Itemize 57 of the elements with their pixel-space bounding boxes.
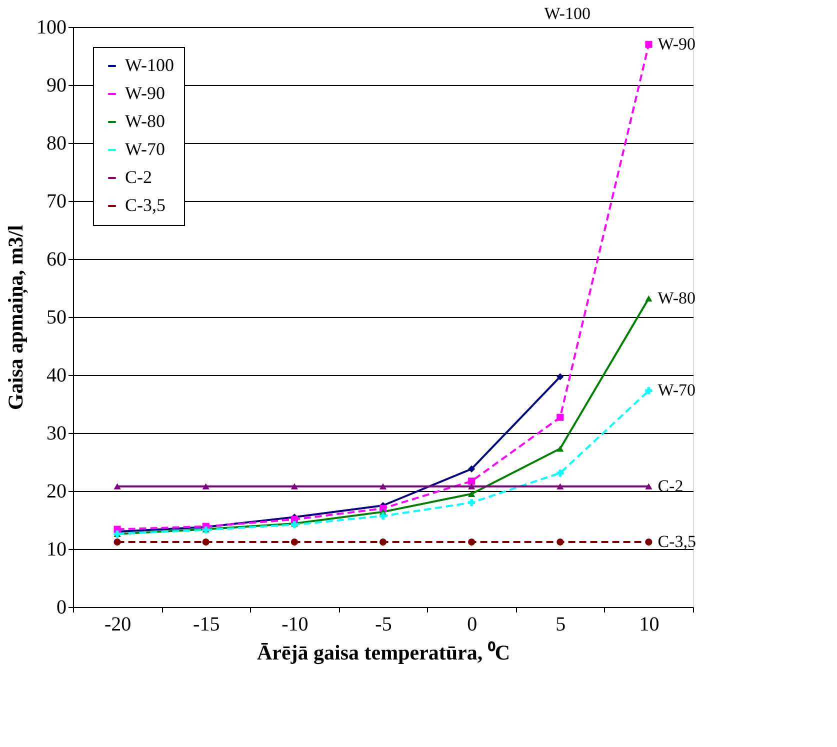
- y-tick-label: 0: [56, 596, 66, 618]
- point: [645, 295, 652, 302]
- x-axis-title: Ārējā gaisa temperatūra, ⁰C: [256, 640, 510, 664]
- legend-label: W-90: [125, 83, 165, 103]
- legend-label: W-80: [125, 111, 165, 131]
- x-tick-label: 0: [467, 614, 478, 636]
- point: [379, 483, 387, 490]
- y-tick-label: 30: [46, 422, 66, 444]
- x-tick-label: -5: [375, 614, 392, 636]
- y-tick-label: 50: [46, 306, 66, 328]
- legend-label: W-100: [125, 55, 174, 75]
- annotation: W-80: [658, 288, 696, 308]
- point: [468, 499, 476, 506]
- legend-label: W-70: [125, 139, 165, 159]
- y-tick-label: 100: [36, 16, 66, 38]
- point: [290, 483, 298, 490]
- point: [645, 483, 652, 490]
- legend-label: C-2: [125, 167, 152, 187]
- point: [645, 40, 652, 48]
- point: [468, 538, 476, 546]
- point: [645, 538, 652, 546]
- x-tick-label: 5: [556, 614, 566, 636]
- x-tick-label: 10: [639, 614, 660, 636]
- point: [556, 538, 564, 546]
- legend-label: C-3,5: [125, 195, 166, 215]
- y-tick-label: 40: [46, 364, 66, 386]
- point: [379, 538, 387, 546]
- point: [114, 483, 121, 490]
- x-tick-label: -20: [104, 614, 132, 636]
- y-tick-label: 70: [46, 190, 66, 212]
- y-tick-label: 80: [46, 132, 66, 154]
- point: [468, 478, 476, 485]
- point: [556, 414, 564, 421]
- point: [645, 387, 652, 394]
- y-axis-title: Gaisa apmaiņa, m3/l: [4, 224, 28, 410]
- point: [468, 465, 476, 472]
- point: [114, 538, 121, 546]
- point: [202, 538, 210, 546]
- y-tick-label: 90: [46, 74, 66, 96]
- point: [468, 490, 476, 497]
- x-tick-label: -10: [282, 614, 308, 636]
- annotation: W-90: [658, 34, 696, 54]
- point: [556, 483, 564, 490]
- point: [290, 538, 298, 546]
- point: [468, 483, 476, 490]
- point: [202, 483, 210, 490]
- annotation: W-70: [658, 380, 696, 400]
- point: [379, 512, 387, 520]
- annotation: C-3,5: [658, 532, 696, 552]
- y-tick-label: 20: [46, 480, 66, 502]
- y-tick-label: 60: [46, 248, 66, 270]
- point: [556, 469, 564, 477]
- text: W-100: [544, 4, 590, 23]
- y-tick-label: 10: [46, 538, 66, 560]
- point: [556, 373, 564, 380]
- x-tick-label: -15: [193, 614, 220, 636]
- point: [556, 446, 564, 452]
